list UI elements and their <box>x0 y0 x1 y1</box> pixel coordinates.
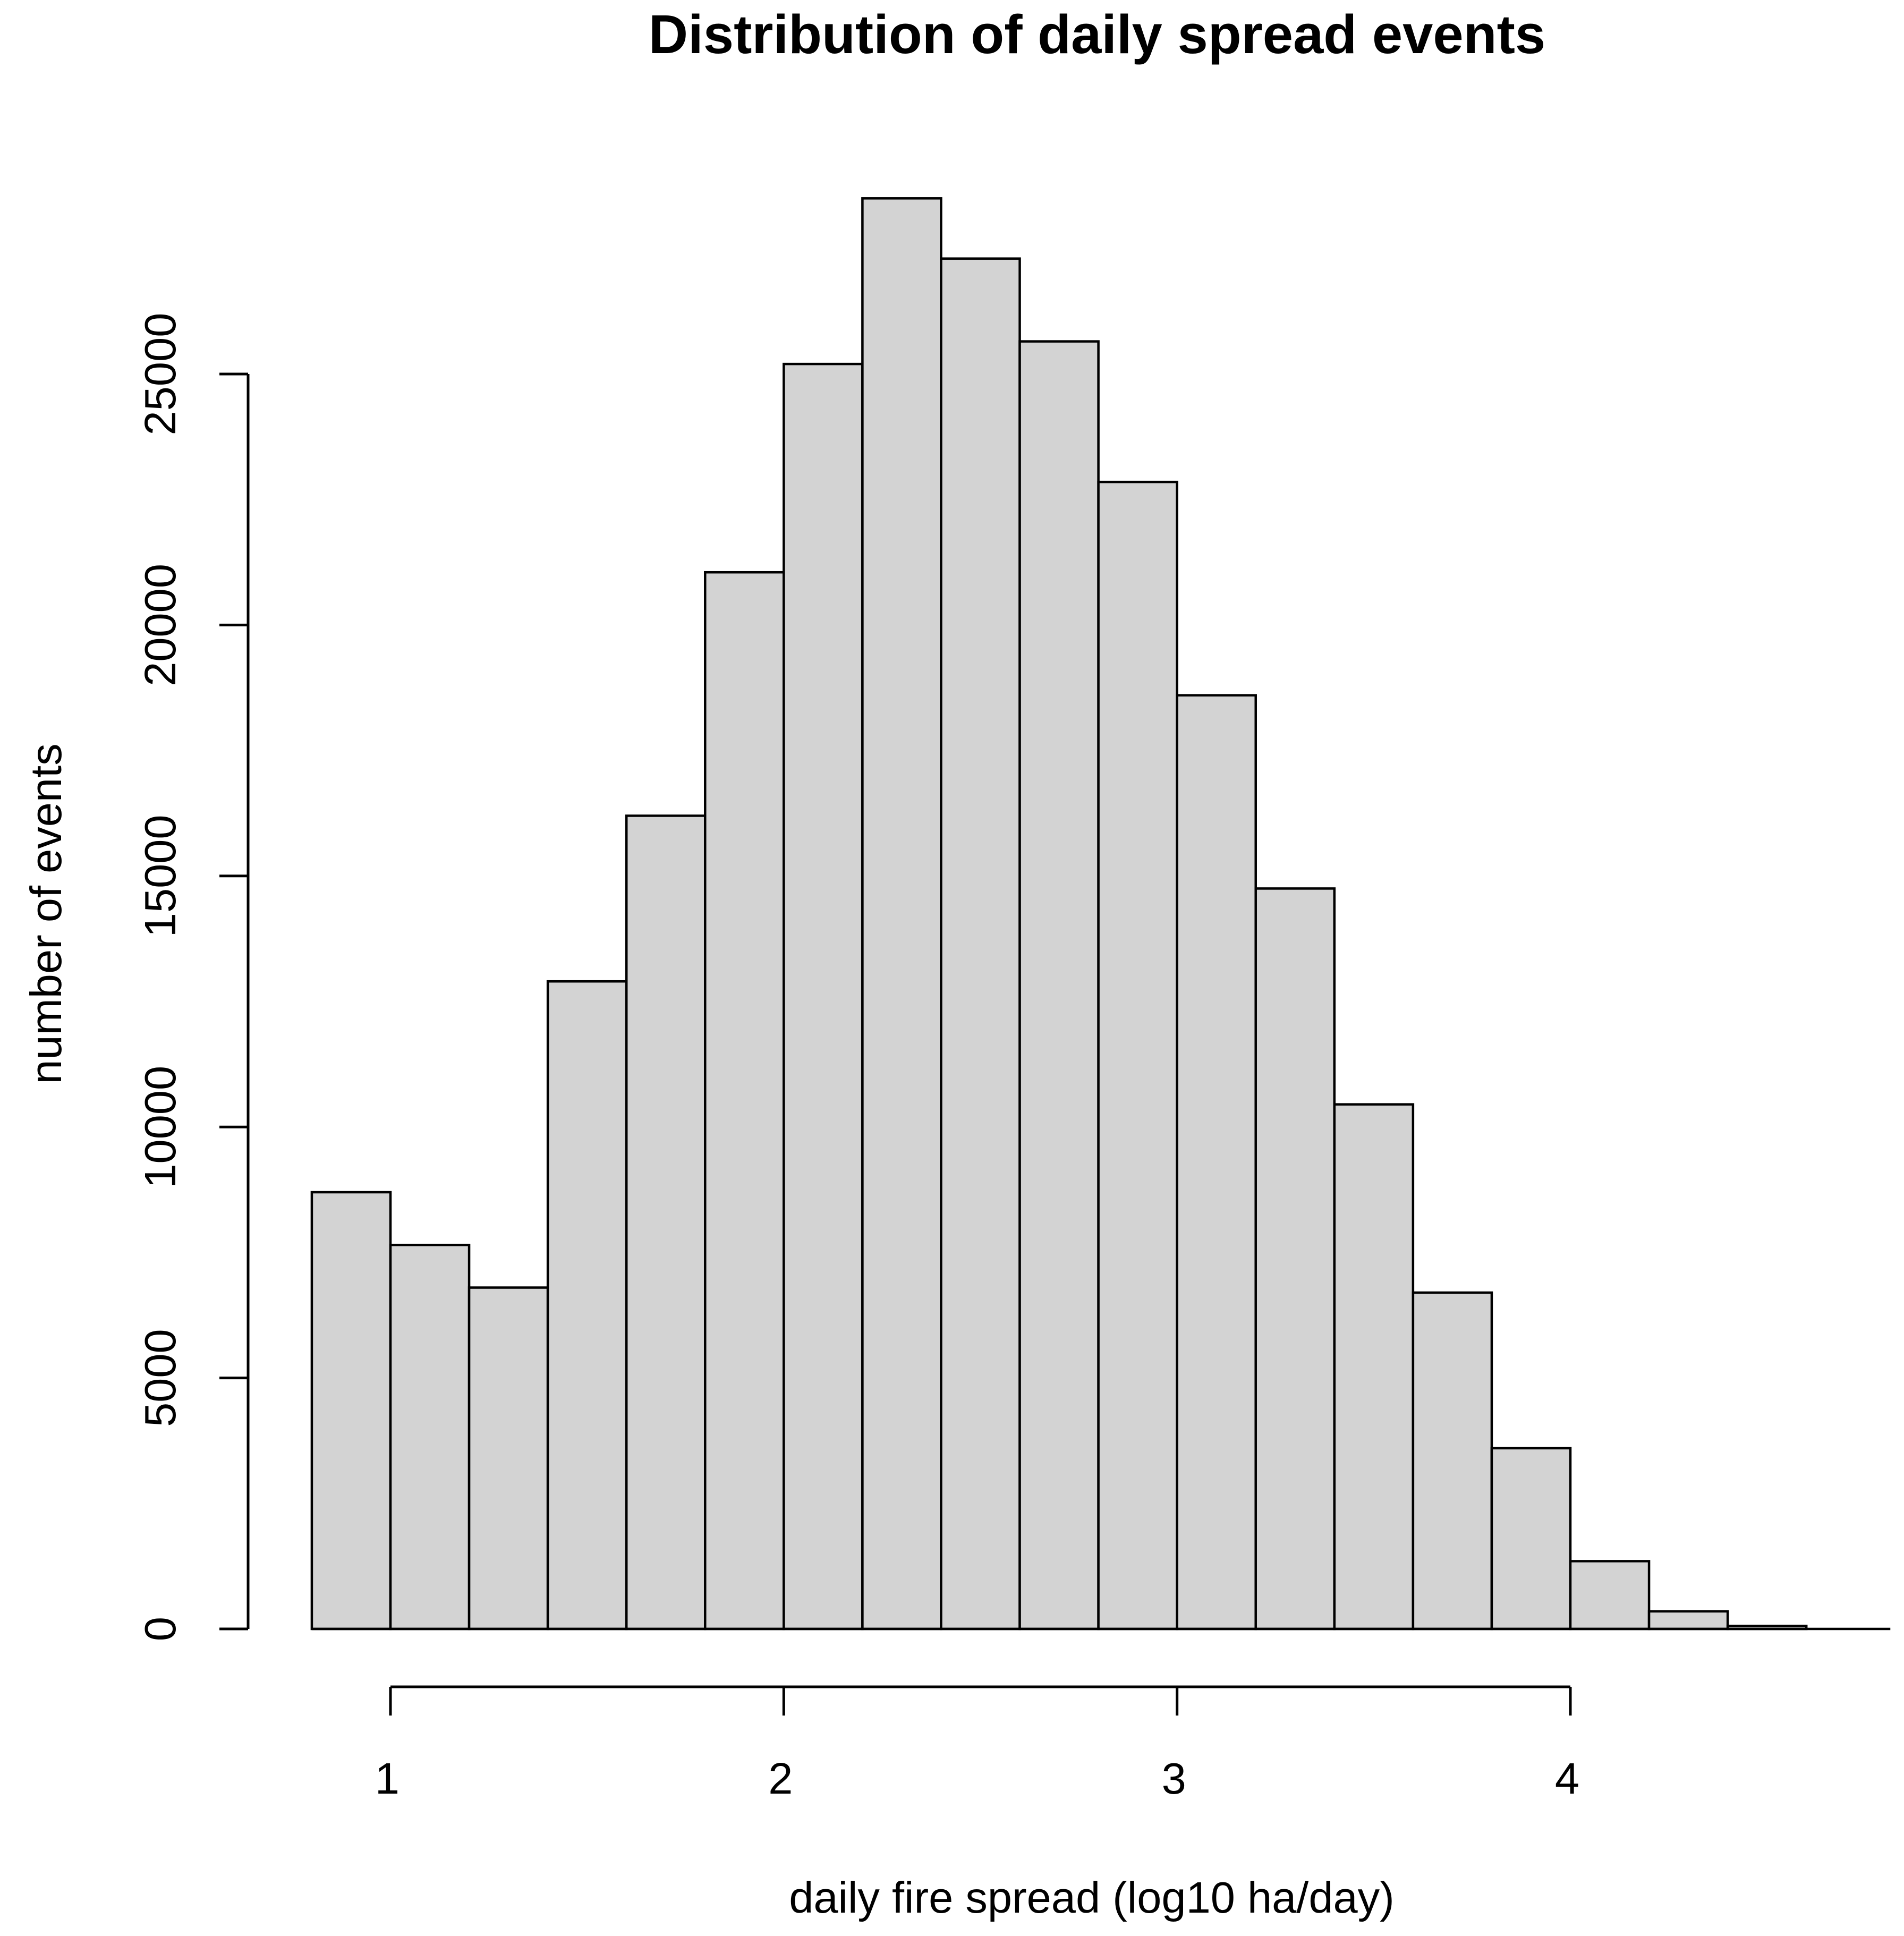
y-tick-label: 10000 <box>135 1066 185 1188</box>
y-axis-label: number of events <box>21 743 71 1084</box>
y-tick-label: 0 <box>135 1617 185 1641</box>
histogram-bar <box>1333 1103 1415 1631</box>
histogram-bar <box>1176 694 1257 1631</box>
histogram-bar <box>546 980 628 1631</box>
histogram-bar <box>1647 1610 1729 1631</box>
histogram-bar <box>783 362 864 1631</box>
histogram-bar <box>625 814 707 1631</box>
histogram-bar <box>1254 887 1336 1631</box>
y-tick-label: 5000 <box>135 1329 185 1427</box>
histogram-bar <box>310 1191 392 1631</box>
histogram-bar <box>861 197 942 1631</box>
histogram-bar <box>468 1286 549 1631</box>
y-axis: 0 5000 10000 15000 20000 25000 <box>135 313 250 1641</box>
histogram-bars <box>310 197 1808 1631</box>
x-axis-label: daily fire spread (log10 ha/day) <box>789 1873 1395 1922</box>
x-tick-label: 2 <box>768 1754 793 1803</box>
histogram-bar <box>1097 480 1178 1631</box>
histogram-bar <box>1018 340 1100 1631</box>
y-tick-label: 20000 <box>135 564 185 686</box>
x-tick-label: 3 <box>1162 1754 1186 1803</box>
histogram-bar <box>1490 1447 1572 1631</box>
histogram-bar <box>1569 1560 1651 1631</box>
y-tick-label: 15000 <box>135 814 185 937</box>
histogram-bar <box>704 571 785 1631</box>
histogram-bar <box>940 257 1021 1631</box>
x-tick-label: 4 <box>1555 1754 1579 1803</box>
histogram-bar <box>1412 1291 1493 1631</box>
y-tick-label: 25000 <box>135 313 185 436</box>
x-axis: 1 2 3 4 <box>375 1685 1579 1803</box>
histogram-bar <box>389 1243 471 1631</box>
chart-title: Distribution of daily spread events <box>649 4 1545 65</box>
x-tick-label: 1 <box>375 1754 400 1803</box>
